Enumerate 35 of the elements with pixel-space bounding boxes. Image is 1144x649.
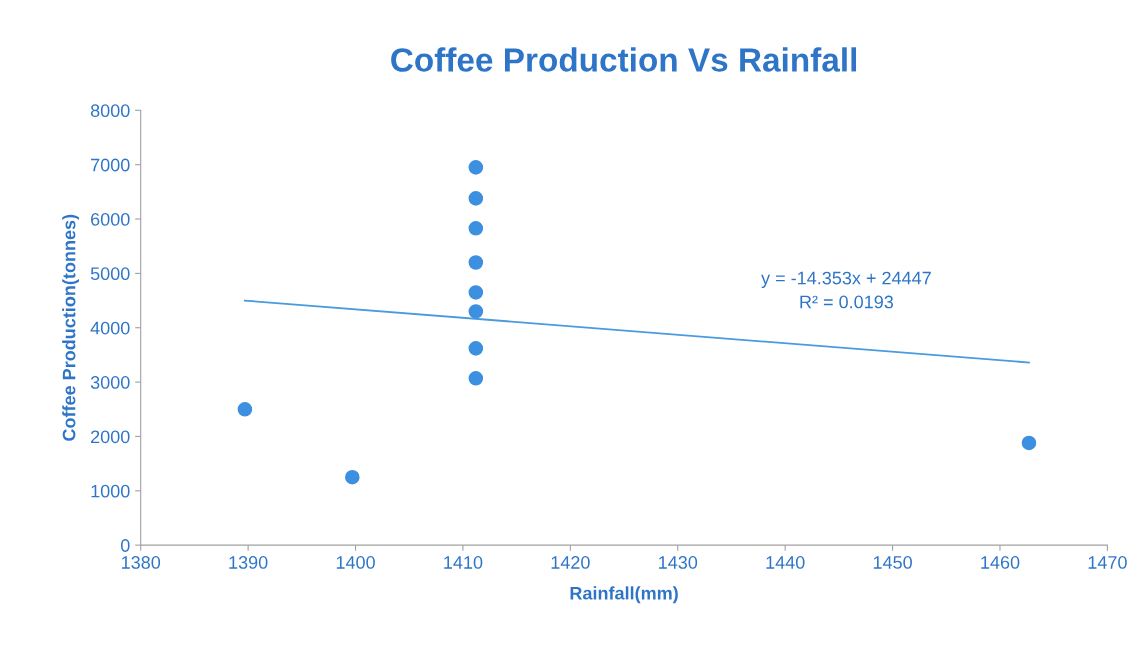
- point: [237, 401, 253, 417]
- y-tick-label: 1000: [91, 484, 130, 498]
- point: [468, 371, 484, 386]
- point: [468, 160, 484, 175]
- x-tick-label: 1460: [981, 556, 1020, 569]
- point: [468, 341, 484, 356]
- y-tick-label: 6000: [91, 212, 130, 226]
- point: [468, 285, 484, 300]
- point: [1021, 435, 1037, 451]
- y-tick-label: 3000: [90, 376, 130, 389]
- point: [345, 469, 360, 485]
- y-axis-title: Coffee Production(tonnes): [62, 214, 80, 441]
- point: [468, 191, 484, 206]
- annotation: y = -14.353x + 24447: [761, 271, 931, 289]
- x-tick-label: 1450: [873, 556, 912, 569]
- annotation: R² = 0.0193: [800, 295, 894, 309]
- x-tick-label: 1420: [551, 556, 590, 569]
- x-tick-label: 1410: [444, 556, 483, 569]
- y-tick-label: 7000: [91, 158, 130, 172]
- point: [468, 255, 484, 270]
- x-tick-label: 1390: [229, 556, 268, 569]
- y-tick-label: 0: [120, 539, 130, 552]
- chart-title: Coffee Production Vs Rainfall: [391, 47, 856, 72]
- y-tick-label: 4000: [90, 321, 130, 335]
- point: [468, 304, 484, 319]
- x-tick-label: 1470: [1088, 556, 1127, 569]
- x-tick-label: 1380: [122, 556, 161, 569]
- x-tick-label: 1440: [766, 556, 805, 569]
- y-tick-label: 2000: [91, 430, 130, 444]
- y-tick-label: 5000: [90, 267, 130, 281]
- y-tick-label: 8000: [90, 104, 130, 118]
- x-axis-title: Rainfall(mm): [570, 586, 678, 604]
- x-tick-label: 1430: [659, 556, 698, 569]
- x-tick-label: 1400: [336, 556, 375, 569]
- point: [468, 220, 484, 236]
